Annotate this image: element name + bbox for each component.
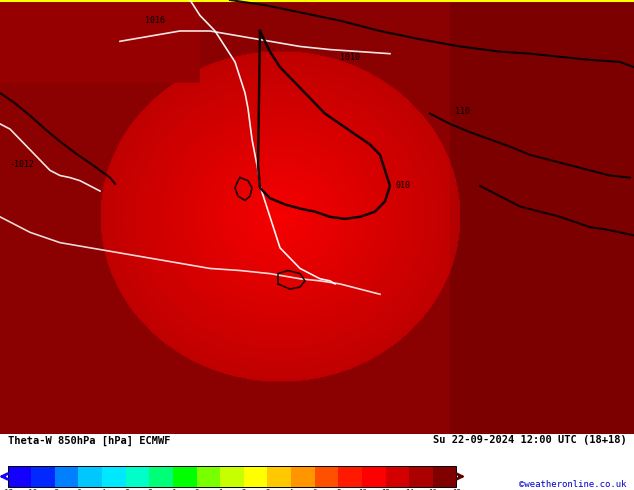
Bar <box>268 466 291 487</box>
Bar <box>385 466 409 487</box>
Bar <box>197 466 220 487</box>
Text: Su 22-09-2024 12:00 UTC (18+18): Su 22-09-2024 12:00 UTC (18+18) <box>432 435 626 445</box>
Bar <box>150 466 173 487</box>
Text: 010: 010 <box>395 181 410 190</box>
Bar <box>8 466 31 487</box>
Bar <box>244 466 268 487</box>
Bar <box>339 466 362 487</box>
Bar <box>220 466 244 487</box>
Text: -1012: -1012 <box>10 160 35 169</box>
Bar <box>291 466 314 487</box>
Bar <box>126 466 150 487</box>
Bar <box>102 466 126 487</box>
Bar <box>8 466 456 487</box>
Bar <box>433 466 456 487</box>
Text: 1016: 1016 <box>145 16 165 24</box>
Bar <box>55 466 79 487</box>
Bar <box>31 466 55 487</box>
Bar <box>79 466 102 487</box>
Bar <box>173 466 197 487</box>
Bar <box>362 466 385 487</box>
Text: Theta-W 850hPa [hPa] ECMWF: Theta-W 850hPa [hPa] ECMWF <box>8 435 170 445</box>
Text: 1010: 1010 <box>340 53 360 62</box>
Text: 110: 110 <box>455 106 470 116</box>
Bar <box>314 466 339 487</box>
Bar <box>409 466 433 487</box>
Text: ©weatheronline.co.uk: ©weatheronline.co.uk <box>519 480 626 489</box>
